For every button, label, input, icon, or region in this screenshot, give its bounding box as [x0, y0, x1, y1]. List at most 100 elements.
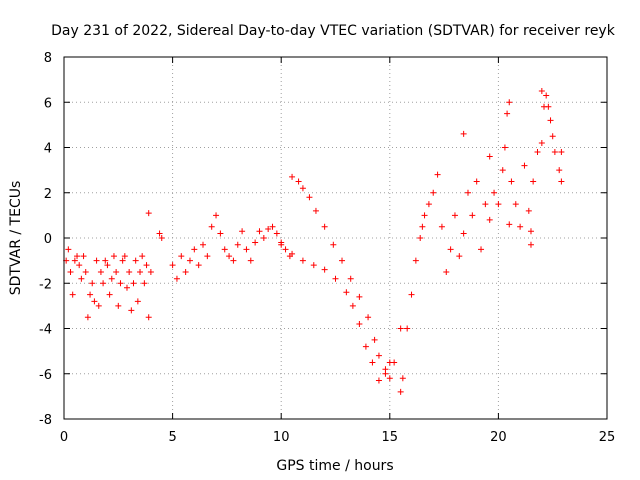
x-tick-label: 0 [60, 430, 68, 445]
data-point [145, 314, 152, 321]
data-point [386, 359, 393, 366]
data-point [110, 253, 117, 260]
x-tick-label: 20 [490, 430, 507, 445]
data-point [260, 235, 267, 241]
data-point [289, 250, 296, 257]
data-point [113, 268, 120, 275]
data-point [169, 262, 176, 269]
data-point [256, 228, 263, 235]
y-tick-labels: -8 -6 -4 -2 0 2 4 6 8 [39, 51, 52, 428]
data-point [269, 223, 276, 230]
data-point [289, 173, 296, 180]
series-outliers [145, 87, 565, 248]
y-tick-label: -8 [39, 413, 52, 428]
data-point [117, 280, 124, 287]
chart-title: Day 231 of 2022, Sidereal Day-to-day VTE… [51, 23, 616, 39]
data-point [143, 262, 150, 269]
data-point [115, 302, 122, 309]
data-point [321, 223, 328, 230]
data-point [558, 149, 565, 156]
data-point [119, 257, 126, 264]
data-point [247, 257, 254, 264]
data-point [419, 223, 426, 230]
data-point [332, 275, 339, 282]
data-point [243, 246, 250, 253]
x-tick-label: 10 [273, 430, 290, 445]
data-point [273, 230, 280, 237]
data-point [191, 246, 198, 253]
data-point [438, 223, 445, 230]
data-point [239, 228, 246, 235]
data-point [282, 246, 289, 253]
y-tick-label: 4 [44, 142, 52, 157]
data-point [65, 246, 72, 253]
data-point [473, 178, 480, 185]
y-tick-label: -4 [39, 323, 52, 338]
data-point [204, 253, 211, 260]
data-point [132, 257, 139, 264]
data-point [506, 221, 513, 228]
data-point [137, 268, 144, 275]
data-point [538, 87, 545, 94]
data-point [375, 352, 382, 359]
y-tick-label: 8 [44, 51, 52, 66]
data-point [213, 212, 220, 219]
data-point [447, 246, 454, 253]
data-point [460, 130, 467, 137]
data-point [545, 103, 552, 110]
data-point [460, 230, 467, 237]
data-point [82, 268, 89, 275]
data-point [549, 133, 556, 140]
data-point [478, 246, 485, 253]
data-point [69, 291, 76, 298]
data-point [145, 210, 152, 217]
series-track-b [278, 241, 393, 384]
data-point [217, 230, 224, 237]
data-point [382, 370, 389, 377]
data-point [186, 257, 193, 264]
data-point [538, 139, 545, 146]
data-point [482, 201, 489, 208]
x-tick-label: 15 [382, 430, 399, 445]
data-point [76, 262, 83, 269]
tick-marks [63, 56, 608, 420]
data-point [349, 302, 356, 309]
grid-lines [64, 57, 607, 419]
data-point [147, 268, 154, 275]
data-point [158, 235, 165, 241]
data-point [195, 262, 202, 269]
data-point [299, 185, 306, 192]
data-point [78, 275, 85, 282]
data-point [456, 253, 463, 260]
data-point [430, 189, 437, 196]
data-point [558, 178, 565, 185]
data-point [530, 178, 537, 185]
data-point [71, 257, 78, 264]
data-point [123, 284, 130, 291]
data-point [451, 212, 458, 219]
data-point [108, 275, 115, 282]
x-axis-label: GPS time / hours [276, 458, 393, 474]
data-point [491, 189, 498, 196]
data-point [321, 266, 328, 273]
data-point [134, 298, 141, 305]
data-point [408, 291, 415, 298]
y-tick-label: -6 [39, 368, 52, 383]
data-point [130, 280, 137, 287]
data-point [102, 257, 109, 264]
data-point [397, 325, 404, 332]
data-point [551, 149, 558, 156]
data-point [91, 298, 98, 305]
y-tick-label: 2 [44, 187, 52, 202]
data-point [525, 207, 532, 214]
data-point [278, 241, 285, 248]
x-tick-labels: 0 5 10 15 20 25 [60, 430, 615, 445]
data-point [371, 336, 378, 343]
data-point [356, 293, 363, 300]
data-point [365, 314, 372, 321]
data-points [63, 87, 565, 395]
x-tick-label: 5 [168, 430, 176, 445]
data-point [443, 268, 450, 275]
